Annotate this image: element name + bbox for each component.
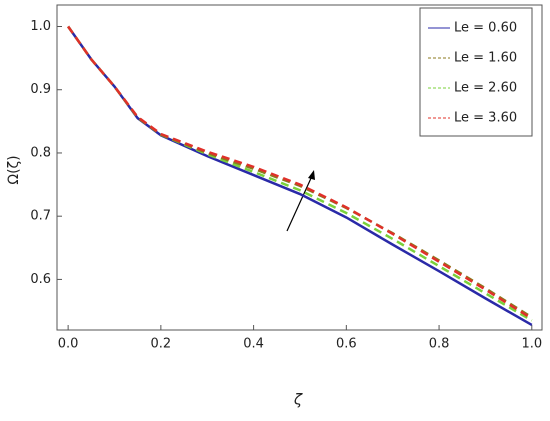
y-axis-label: Ω(ζ) bbox=[6, 155, 22, 184]
x-tick-label: 0.6 bbox=[336, 337, 357, 352]
legend-label: Le = 1.60 bbox=[454, 51, 517, 66]
y-tick-label: 0.7 bbox=[30, 209, 51, 224]
x-tick-label: 1.0 bbox=[521, 337, 542, 352]
arrow-shaft bbox=[286, 175, 313, 232]
y-tick-label: 0.8 bbox=[30, 145, 51, 160]
legend-label: Le = 3.60 bbox=[454, 111, 517, 126]
y-tick-label: 0.9 bbox=[30, 82, 51, 97]
x-tick-label: 0.0 bbox=[58, 337, 79, 352]
y-tick-label: 0.6 bbox=[30, 272, 51, 287]
legend-box bbox=[419, 7, 533, 137]
arrow-head bbox=[308, 170, 315, 180]
x-tick-label: 0.2 bbox=[151, 337, 172, 352]
series-line bbox=[67, 25, 533, 327]
series-line bbox=[67, 25, 533, 320]
legend-label: Le = 2.60 bbox=[454, 81, 517, 96]
plot-frame bbox=[56, 4, 543, 331]
x-tick-label: 0.4 bbox=[243, 337, 264, 352]
x-axis-label: ζ bbox=[293, 391, 303, 409]
x-tick-label: 0.8 bbox=[429, 337, 450, 352]
legend-label: Le = 0.60 bbox=[454, 21, 517, 36]
y-tick-label: 1.0 bbox=[30, 19, 51, 34]
